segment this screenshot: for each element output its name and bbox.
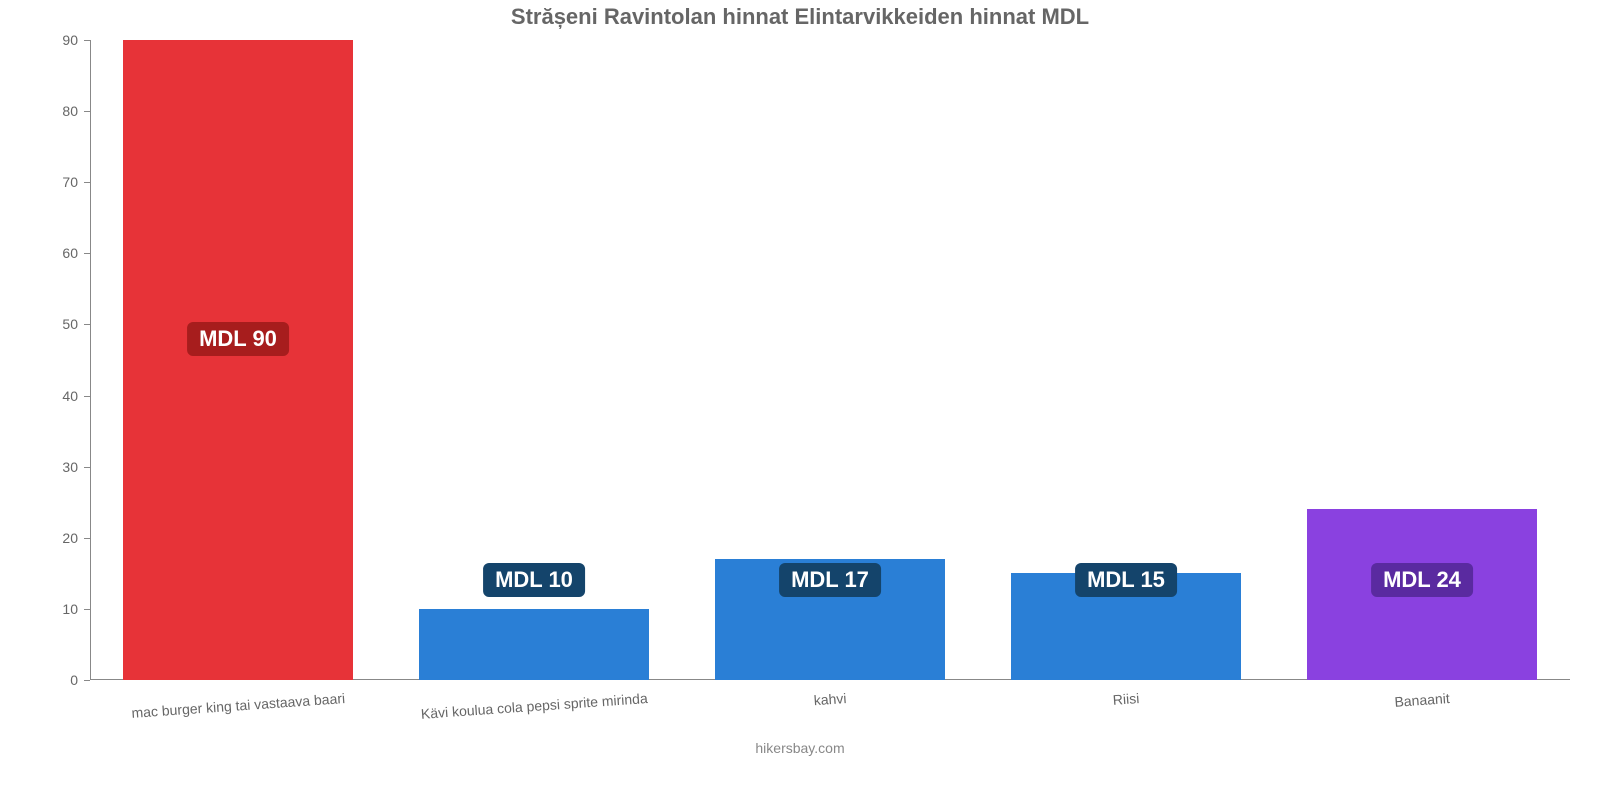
y-tick-label: 0 <box>38 672 78 688</box>
attribution-text: hikersbay.com <box>0 740 1600 756</box>
y-axis-line <box>90 40 91 680</box>
y-tick-mark <box>84 396 90 397</box>
bar-chart: Strășeni Ravintolan hinnat Elintarvikkei… <box>0 0 1600 800</box>
bar-value-label: MDL 10 <box>483 563 585 597</box>
y-tick-mark <box>84 538 90 539</box>
x-tick-label: Kävi koulua cola pepsi sprite mirinda <box>420 690 648 722</box>
y-tick-mark <box>84 111 90 112</box>
y-tick-label: 90 <box>38 32 78 48</box>
bar <box>123 40 354 680</box>
y-tick-mark <box>84 40 90 41</box>
y-tick-mark <box>84 609 90 610</box>
y-tick-label: 30 <box>38 459 78 475</box>
x-tick-label: Banaanit <box>1394 690 1450 710</box>
bar <box>419 609 650 680</box>
bar-value-label: MDL 90 <box>187 322 289 356</box>
y-tick-label: 80 <box>38 103 78 119</box>
y-tick-mark <box>84 182 90 183</box>
y-tick-label: 20 <box>38 530 78 546</box>
y-tick-label: 40 <box>38 388 78 404</box>
bar-value-label: MDL 24 <box>1371 563 1473 597</box>
y-tick-mark <box>84 680 90 681</box>
x-tick-label: kahvi <box>813 690 847 708</box>
y-tick-label: 50 <box>38 316 78 332</box>
chart-title: Strășeni Ravintolan hinnat Elintarvikkei… <box>0 4 1600 30</box>
y-tick-label: 60 <box>38 245 78 261</box>
y-tick-label: 70 <box>38 174 78 190</box>
bar-value-label: MDL 17 <box>779 563 881 597</box>
y-tick-mark <box>84 253 90 254</box>
plot-area: 0102030405060708090MDL 90mac burger king… <box>90 40 1570 680</box>
x-tick-label: mac burger king tai vastaava baari <box>131 690 346 721</box>
y-tick-label: 10 <box>38 601 78 617</box>
x-tick-label: Riisi <box>1112 690 1140 708</box>
y-tick-mark <box>84 467 90 468</box>
bar-value-label: MDL 15 <box>1075 563 1177 597</box>
y-tick-mark <box>84 324 90 325</box>
